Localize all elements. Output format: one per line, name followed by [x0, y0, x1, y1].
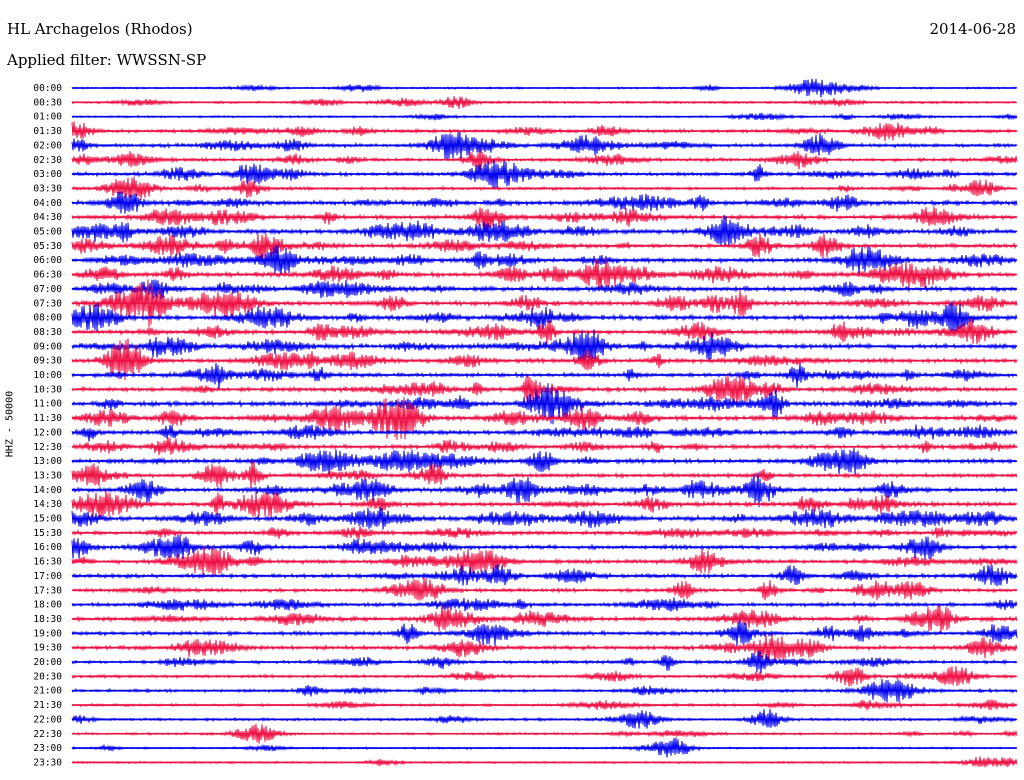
- row-label-0030: 00:30: [33, 97, 62, 108]
- row-label-0000: 00:00: [33, 83, 62, 94]
- row-label-0430: 04:30: [33, 212, 62, 223]
- row-label-1100: 11:00: [33, 399, 62, 410]
- row-label-1130: 11:30: [33, 413, 62, 424]
- row-label-1800: 18:00: [33, 600, 62, 611]
- row-label-0400: 04:00: [33, 198, 62, 209]
- filter-label: Applied filter:: [7, 51, 112, 69]
- row-label-1030: 10:30: [33, 384, 62, 395]
- row-label-0130: 01:30: [33, 126, 62, 137]
- row-label-0700: 07:00: [33, 284, 62, 295]
- row-label-1000: 10:00: [33, 370, 62, 381]
- row-label-1600: 16:00: [33, 542, 62, 553]
- row-label-2230: 22:30: [33, 729, 62, 740]
- date-label: 2014-06-28: [929, 20, 1016, 38]
- row-label-0730: 07:30: [33, 298, 62, 309]
- row-label-2100: 21:00: [33, 686, 62, 697]
- filter-value: WWSSN-SP: [116, 51, 207, 69]
- row-label-2200: 22:00: [33, 714, 62, 725]
- row-label-1700: 17:00: [33, 571, 62, 582]
- row-label-0530: 05:30: [33, 241, 62, 252]
- row-label-1300: 13:00: [33, 456, 62, 467]
- row-label-0500: 05:00: [33, 227, 62, 238]
- trace-1930: [71, 633, 1018, 664]
- row-label-1400: 14:00: [33, 485, 62, 496]
- station-title: HL Archagelos (Rhodos): [7, 20, 193, 38]
- row-label-0330: 03:30: [33, 183, 62, 194]
- row-label-2330: 23:30: [33, 757, 62, 768]
- row-label-2300: 23:00: [33, 743, 62, 754]
- row-label-1430: 14:30: [33, 499, 62, 510]
- row-label-1330: 13:30: [33, 470, 62, 481]
- row-label-1630: 16:30: [33, 557, 62, 568]
- row-label-0930: 09:30: [33, 356, 62, 367]
- row-label-1830: 18:30: [33, 614, 62, 625]
- row-label-0800: 08:00: [33, 313, 62, 324]
- row-label-0200: 02:00: [33, 140, 62, 151]
- row-label-1500: 15:00: [33, 514, 62, 525]
- row-label-0300: 03:00: [33, 169, 62, 180]
- row-label-0830: 08:30: [33, 327, 62, 338]
- row-label-1230: 12:30: [33, 442, 62, 453]
- row-label-0900: 09:00: [33, 341, 62, 352]
- row-label-2030: 20:30: [33, 671, 62, 682]
- row-label-0230: 02:30: [33, 155, 62, 166]
- row-label-1200: 12:00: [33, 427, 62, 438]
- row-label-1930: 19:30: [33, 643, 62, 654]
- row-label-0100: 01:00: [33, 112, 62, 123]
- row-label-1530: 15:30: [33, 528, 62, 539]
- trace-0530: [71, 233, 1018, 260]
- row-label-1900: 19:00: [33, 628, 62, 639]
- row-label-1730: 17:30: [33, 585, 62, 596]
- filter-line: Applied filter: WWSSN-SP: [7, 51, 206, 69]
- row-label-2130: 21:30: [33, 700, 62, 711]
- row-label-2000: 20:00: [33, 657, 62, 668]
- trace-1730: [71, 577, 1018, 601]
- row-label-0600: 06:00: [33, 255, 62, 266]
- row-label-0630: 06:30: [33, 270, 62, 281]
